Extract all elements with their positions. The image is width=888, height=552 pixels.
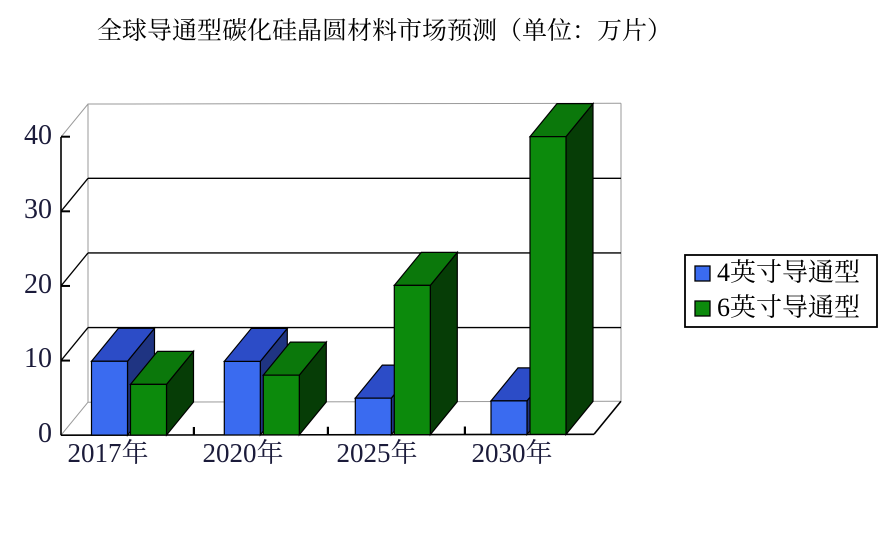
svg-text:2017年: 2017年: [68, 438, 149, 468]
svg-text:0: 0: [38, 418, 52, 449]
svg-text:2020年: 2020年: [203, 438, 284, 468]
svg-text:30: 30: [24, 194, 52, 225]
svg-text:2025年: 2025年: [337, 438, 418, 468]
svg-text:4英寸导通型: 4英寸导通型: [717, 258, 860, 287]
svg-text:40: 40: [24, 120, 52, 151]
svg-text:6英寸导通型: 6英寸导通型: [717, 293, 860, 322]
svg-text:10: 10: [24, 343, 52, 374]
svg-text:全球导通型碳化硅晶圆材料市场预测（单位：万片）: 全球导通型碳化硅晶圆材料市场预测（单位：万片）: [97, 17, 672, 45]
svg-text:20: 20: [24, 269, 52, 300]
svg-text:2030年: 2030年: [472, 438, 553, 468]
